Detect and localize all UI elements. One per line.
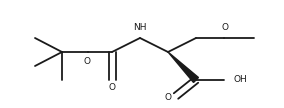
Polygon shape	[168, 52, 199, 83]
Text: O: O	[108, 83, 116, 91]
Text: O: O	[83, 57, 91, 67]
Text: NH: NH	[133, 24, 147, 33]
Text: OH: OH	[234, 75, 248, 84]
Text: O: O	[222, 24, 229, 33]
Text: O: O	[164, 92, 172, 102]
